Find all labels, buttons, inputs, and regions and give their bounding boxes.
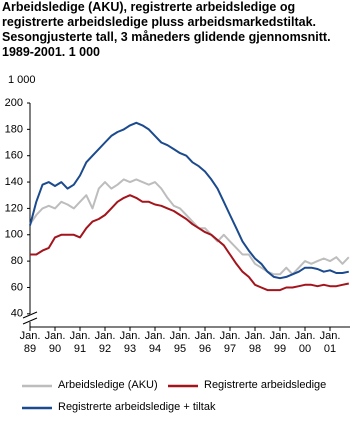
y-axis-label: 1 000 bbox=[8, 74, 36, 86]
x-tick-label: Jan. 89 bbox=[19, 330, 41, 355]
y-tick-label: 40 bbox=[11, 308, 23, 320]
axis-break bbox=[22, 311, 38, 319]
y-tick-label: 200 bbox=[5, 97, 23, 109]
chart-title: Arbeidsledige (AKU), registrerte arbeids… bbox=[2, 0, 331, 59]
x-tick-label: Jan. 98 bbox=[244, 330, 266, 355]
x-tick-label: Jan. 93 bbox=[119, 330, 141, 355]
y-tick-label: 180 bbox=[5, 123, 23, 135]
series-line bbox=[29, 121, 350, 280]
x-tick-label: Jan. 91 bbox=[69, 330, 91, 355]
x-tick-label: Jan. 99 bbox=[269, 330, 291, 355]
y-tick-label: 60 bbox=[11, 281, 23, 293]
x-tick-label: Jan. 94 bbox=[144, 330, 166, 355]
x-tick-label: Jan. 00 bbox=[294, 330, 316, 355]
x-tick-label: Jan. 92 bbox=[94, 330, 116, 355]
y-tick-label: 120 bbox=[5, 202, 23, 214]
x-tick-label: Jan. 01 bbox=[319, 330, 341, 355]
axis-break-gap bbox=[24, 314, 36, 322]
y-tick-label: 80 bbox=[11, 255, 23, 267]
legend-label: Arbeidsledige (AKU) bbox=[58, 379, 158, 391]
y-tick-label: 100 bbox=[5, 229, 23, 241]
legend-label: Registrerte arbeidsledige + tiltak bbox=[58, 401, 216, 413]
x-tick-label: Jan. 95 bbox=[169, 330, 191, 355]
y-tick-label: 140 bbox=[5, 176, 23, 188]
series-line bbox=[30, 194, 350, 292]
x-tick-label: Jan. 96 bbox=[194, 330, 216, 355]
axis-break bbox=[22, 317, 38, 325]
series-line bbox=[29, 178, 350, 276]
x-tick-label: Jan. 97 bbox=[219, 330, 241, 355]
x-tick-label: Jan. 90 bbox=[44, 330, 66, 355]
y-tick-label: 160 bbox=[5, 150, 23, 162]
legend-label: Registrerte arbeidsledige bbox=[204, 379, 327, 391]
